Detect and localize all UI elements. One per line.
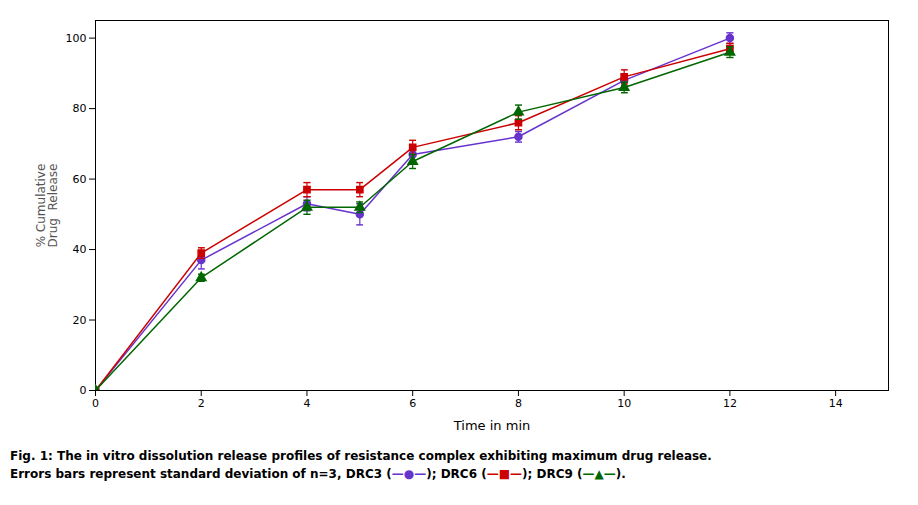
svg-text:% CumulativeDrug Release: % CumulativeDrug Release — [34, 164, 60, 248]
svg-text:40: 40 — [73, 243, 87, 256]
svg-text:12: 12 — [723, 397, 737, 410]
svg-text:6: 6 — [409, 397, 416, 410]
html-text:Fig. 1: The in vitro dissoluti: Fig. 1: The in vitro dissolution release… — [10, 449, 712, 463]
svg-text:2: 2 — [198, 397, 205, 410]
svg-text:Time in min: Time in min — [453, 418, 530, 433]
svg-text:4: 4 — [303, 397, 310, 410]
svg-text:10: 10 — [617, 397, 631, 410]
svg-text:20: 20 — [73, 314, 87, 327]
svg-text:0: 0 — [92, 397, 99, 410]
html-text:Errors bars represent standard: Errors bars represent standard deviation… — [10, 467, 626, 481]
svg-text:80: 80 — [73, 102, 87, 115]
svg-text:60: 60 — [73, 173, 87, 186]
svg-text:100: 100 — [66, 32, 87, 45]
svg-text:8: 8 — [515, 397, 522, 410]
svg-text:14: 14 — [829, 397, 843, 410]
svg-text:0: 0 — [80, 384, 87, 397]
